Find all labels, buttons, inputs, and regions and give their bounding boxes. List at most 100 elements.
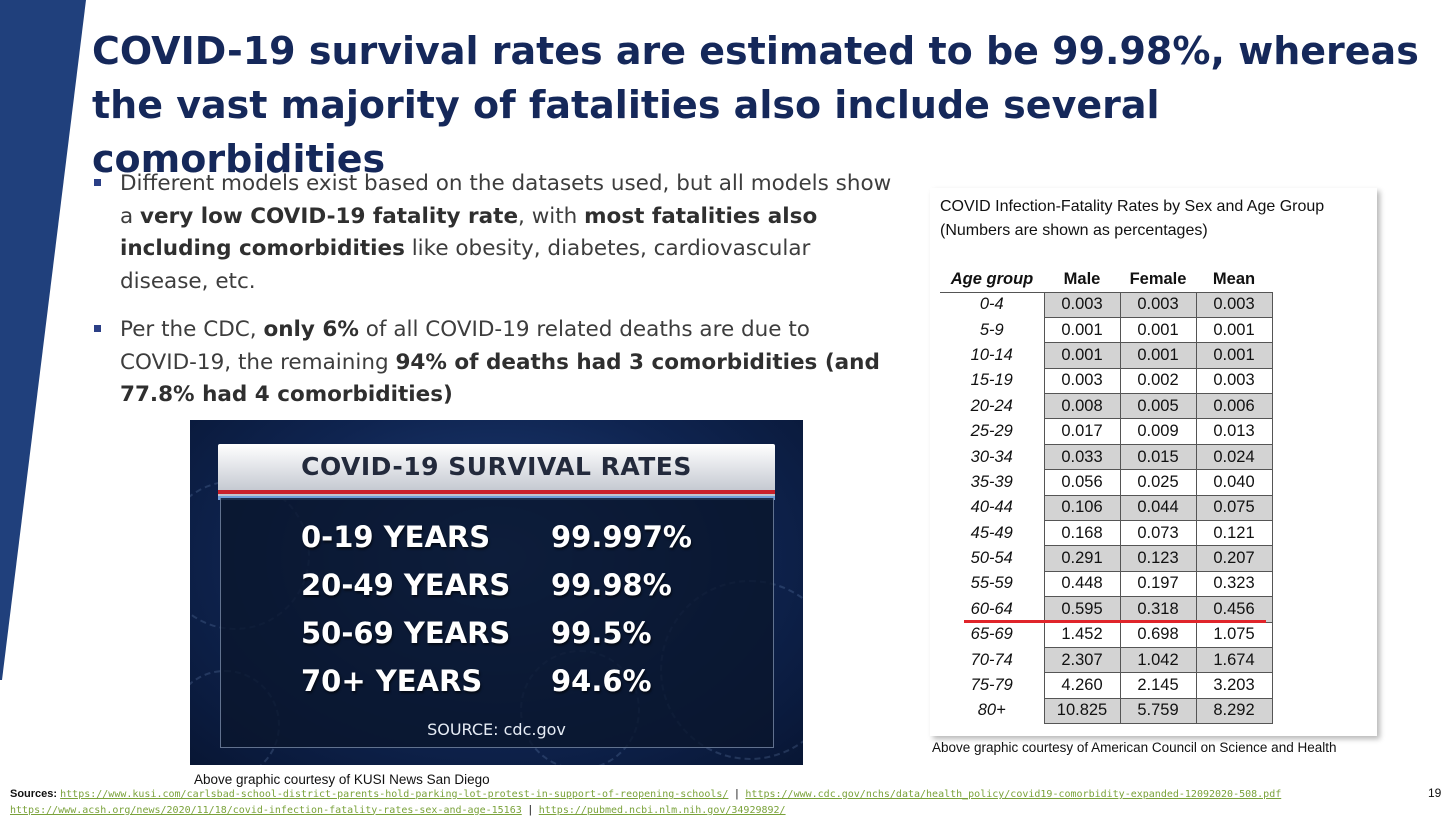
ifr-row: 40-44 0.106 0.044 0.075	[940, 494, 1273, 522]
ifr-age-cell: 65-69	[970, 625, 1013, 644]
ifr-value-cell: 0.698	[1119, 621, 1197, 648]
ifr-value-cell: 0.001	[1119, 316, 1197, 344]
ifr-value-cell: 0.003	[1043, 291, 1121, 318]
ifr-value-cell: 0.001	[1119, 342, 1197, 369]
ifr-value-cell: 0.318	[1119, 596, 1197, 623]
bullet-bold: most fatalities also including comorbidi…	[120, 203, 818, 262]
header-female: Female	[1120, 267, 1196, 293]
ifr-value-cell: 0.595	[1043, 596, 1121, 623]
title-text-2: , whereas the	[92, 29, 1419, 127]
ifr-value-cell: 0.001	[1043, 342, 1121, 369]
ifr-value-cell: 0.197	[1119, 570, 1197, 598]
source-separator: |	[735, 788, 739, 800]
sources-line-1: Sources: https://www.kusi.com/carlsbad-s…	[10, 787, 1281, 803]
bullet-bold: very low COVID-19 fatality rate	[140, 203, 519, 229]
ifr-value-cell: 3.203	[1195, 672, 1273, 699]
slide-title: COVID-19 survival rates are estimated to…	[92, 24, 1432, 186]
ifr-table-graphic: COVID Infection-Fatality Rates by Sex an…	[930, 188, 1377, 736]
ifr-row: 75-79 4.260 2.145 3.203	[940, 672, 1273, 699]
ifr-graphic-credit: Above graphic courtesy of American Counc…	[932, 740, 1337, 755]
title-bold-comorbidities: vast majority of fatalities also include…	[92, 83, 1160, 181]
ifr-age-cell: 60-64	[970, 599, 1013, 618]
survival-rate: 99.5%	[551, 616, 652, 650]
ifr-caption-line2: (Numbers are shown as percentages)	[940, 222, 1208, 239]
ifr-value-cell: 0.448	[1043, 570, 1121, 598]
ifr-age-cell: 30-34	[970, 447, 1013, 466]
ifr-value-cell: 0.121	[1195, 520, 1273, 547]
ifr-value-cell: 0.073	[1119, 520, 1197, 547]
survival-rates-news-graphic: COVID-19 SURVIVAL RATES 0-19 YEARS 99.99…	[190, 420, 803, 765]
ifr-value-cell: 0.040	[1195, 469, 1273, 496]
source-separator: |	[528, 803, 532, 816]
survival-age: 50-69 YEARS	[301, 616, 511, 650]
news-graphic-title: COVID-19 SURVIVAL RATES	[301, 452, 692, 481]
page-number: 19	[1428, 786, 1442, 800]
bullet-text: , with	[518, 203, 585, 229]
bullet-square-icon	[94, 325, 101, 332]
news-graphic-credit: Above graphic courtesy of KUSI News San …	[194, 772, 490, 787]
survival-row: 0-19 YEARS 99.997%	[301, 520, 692, 554]
news-graphic-banner: COVID-19 SURVIVAL RATES	[218, 444, 775, 500]
ifr-row: 80+ 10.825 5.759 8.292	[940, 697, 1273, 725]
ifr-value-cell: 0.075	[1195, 494, 1273, 522]
source-link-pubmed[interactable]: https://pubmed.ncbi.nlm.nih.gov/34929892…	[538, 804, 786, 816]
ifr-value-cell: 0.005	[1119, 393, 1197, 420]
survival-row: 70+ YEARS 94.6%	[301, 664, 652, 698]
source-link-kusi[interactable]: https://www.kusi.com/carlsbad-school-dis…	[60, 789, 729, 800]
ifr-value-cell: 0.008	[1043, 393, 1121, 420]
ifr-row: 15-19 0.003 0.002 0.003	[940, 367, 1273, 395]
ifr-value-cell: 1.042	[1119, 646, 1197, 674]
ifr-value-cell: 0.017	[1043, 418, 1121, 445]
ifr-age-cell: 25-29	[970, 422, 1013, 441]
ifr-value-cell: 0.044	[1119, 494, 1197, 522]
ifr-age-cell: 0-4	[979, 295, 1004, 314]
source-link-cdc[interactable]: https://www.cdc.gov/nchs/data/health_pol…	[745, 789, 1282, 800]
ifr-age-cell: 70-74	[970, 650, 1013, 669]
ifr-value-cell: 4.260	[1043, 672, 1121, 699]
ifr-value-cell: 0.003	[1195, 291, 1273, 318]
ifr-value-cell: 0.056	[1043, 469, 1121, 496]
survival-rate: 99.997%	[551, 520, 692, 554]
ifr-age-cell: 45-49	[970, 523, 1013, 542]
ifr-value-cell: 0.323	[1195, 570, 1273, 598]
ifr-value-cell: 2.307	[1043, 646, 1121, 674]
ifr-value-cell: 0.003	[1043, 367, 1121, 395]
bullet-bold: only 6%	[263, 317, 359, 342]
ifr-value-cell: 0.001	[1043, 316, 1121, 344]
ifr-row: 10-14 0.001 0.001 0.001	[940, 342, 1273, 369]
survival-rates-board: 0-19 YEARS 99.997% 20-49 YEARS 99.98% 50…	[220, 498, 774, 748]
ifr-age-cell: 80+	[977, 701, 1006, 720]
ifr-value-cell: 0.009	[1119, 418, 1197, 445]
ifr-row: 30-34 0.033 0.015 0.024	[940, 443, 1273, 471]
title-text-1: COVID-19 survival rates are estimated to…	[92, 29, 1053, 73]
ifr-value-cell: 0.001	[1195, 316, 1273, 344]
ifr-age-cell: 75-79	[970, 676, 1013, 695]
source-link-acsh[interactable]: https://www.acsh.org/news/2020/11/18/cov…	[10, 804, 522, 816]
ifr-value-cell: 0.033	[1043, 443, 1121, 471]
ifr-value-cell: 0.015	[1119, 443, 1197, 471]
ifr-row: 20-24 0.008 0.005 0.006	[940, 393, 1273, 420]
ifr-value-cell: 0.207	[1195, 545, 1273, 572]
ifr-header-row: Age group Male Female Mean	[940, 267, 1272, 293]
ifr-value-cell: 1.075	[1195, 621, 1273, 648]
ifr-age-cell: 10-14	[970, 345, 1013, 364]
ifr-value-cell: 0.013	[1195, 418, 1273, 445]
ifr-value-cell: 0.003	[1195, 367, 1273, 395]
ifr-value-cell: 10.825	[1043, 697, 1121, 725]
ifr-value-cell: 0.456	[1195, 596, 1273, 623]
ifr-row: 50-54 0.291 0.123 0.207	[940, 545, 1273, 572]
ifr-row: 35-39 0.056 0.025 0.040	[940, 469, 1273, 496]
sources-footer: Sources: https://www.kusi.com/carlsbad-s…	[10, 787, 1281, 818]
ifr-row: 45-49 0.168 0.073 0.121	[940, 520, 1273, 547]
sources-line-2: https://www.acsh.org/news/2020/11/18/cov…	[10, 803, 1281, 819]
bullet-bold: 94% of deaths had 3 comorbidities (and 7…	[120, 349, 880, 408]
survival-row: 50-69 YEARS 99.5%	[301, 616, 652, 650]
header-age-group: Age group	[940, 267, 1044, 293]
header-mean: Mean	[1196, 267, 1272, 293]
survival-age: 70+ YEARS	[301, 664, 483, 698]
ifr-caption-line1: COVID Infection-Fatality Rates by Sex an…	[940, 198, 1325, 215]
survival-rate: 99.98%	[551, 568, 672, 602]
header-male: Male	[1044, 267, 1120, 293]
ifr-row: 0-4 0.003 0.003 0.003	[940, 291, 1273, 318]
survival-rate: 94.6%	[551, 664, 652, 698]
